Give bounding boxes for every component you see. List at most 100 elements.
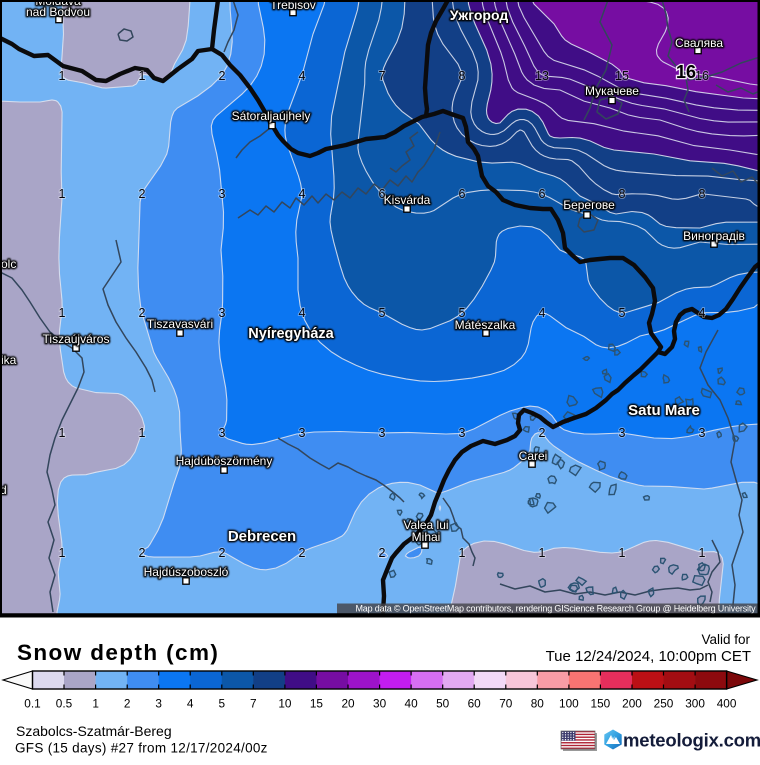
svg-text:Sátoraljaújhely: Sátoraljaújhely	[232, 109, 311, 123]
svg-text:6: 6	[379, 187, 386, 201]
svg-text:Мукачеве: Мукачеве	[585, 84, 639, 98]
svg-text:0.5: 0.5	[56, 697, 73, 711]
svg-text:70: 70	[499, 697, 513, 711]
svg-text:3: 3	[699, 426, 706, 440]
svg-text:2: 2	[299, 546, 306, 560]
svg-text:5: 5	[219, 697, 226, 711]
svg-text:Moldava: Moldava	[35, 0, 81, 8]
svg-text:30: 30	[373, 697, 387, 711]
svg-text:Hajdúszoboszló: Hajdúszoboszló	[144, 565, 229, 579]
svg-text:1: 1	[459, 546, 466, 560]
svg-text:Nyíregyháza: Nyíregyháza	[248, 326, 334, 342]
svg-text:3: 3	[219, 426, 226, 440]
svg-text:nad Bodvou: nad Bodvou	[26, 5, 90, 19]
svg-text:Kisvárda: Kisvárda	[384, 193, 431, 207]
svg-text:40: 40	[405, 697, 419, 711]
svg-text:7: 7	[250, 697, 257, 711]
svg-text:Kisvárda: Kisvárda	[384, 193, 431, 207]
svg-text:Mátészalka: Mátészalka	[455, 318, 516, 332]
svg-text:8: 8	[619, 187, 626, 201]
svg-text:Snow depth (cm): Snow depth (cm)	[17, 640, 219, 665]
svg-text:2: 2	[139, 187, 146, 201]
svg-text:Hajdúszoboszló: Hajdúszoboszló	[144, 565, 229, 579]
svg-text:nad Bodvou: nad Bodvou	[26, 5, 90, 19]
svg-text:d: d	[0, 483, 7, 497]
svg-text:Debrecen: Debrecen	[228, 528, 296, 545]
svg-text:2: 2	[219, 69, 226, 83]
svg-text:Tiszaújváros: Tiszaújváros	[43, 332, 110, 346]
svg-text:3: 3	[299, 426, 306, 440]
svg-text:Берегове: Берегове	[563, 198, 615, 212]
svg-text:Moldava: Moldava	[35, 0, 81, 8]
svg-text:5: 5	[459, 306, 466, 320]
svg-text:1: 1	[539, 546, 546, 560]
svg-text:2: 2	[124, 697, 131, 711]
svg-text:80: 80	[531, 697, 545, 711]
svg-text:4: 4	[699, 306, 706, 320]
svg-text:Свалява: Свалява	[675, 36, 723, 50]
svg-text:Свалява: Свалява	[675, 36, 723, 50]
svg-text:ika: ika	[1, 353, 17, 367]
svg-text:1: 1	[139, 69, 146, 83]
svg-text:Map data © OpenStreetMap contr: Map data © OpenStreetMap contributors, r…	[355, 603, 756, 613]
svg-text:3: 3	[219, 187, 226, 201]
svg-text:1: 1	[92, 697, 99, 711]
svg-text:2: 2	[539, 426, 546, 440]
svg-text:Nyíregyháza: Nyíregyháza	[248, 326, 334, 342]
svg-text:Tue 12/24/2024, 10:00pm CET: Tue 12/24/2024, 10:00pm CET	[546, 648, 751, 665]
svg-text:1: 1	[59, 546, 66, 560]
svg-text:Берегове: Берегове	[563, 198, 615, 212]
svg-text:8: 8	[459, 69, 466, 83]
svg-text:olc: olc	[1, 257, 16, 271]
svg-text:1: 1	[59, 69, 66, 83]
svg-text:400: 400	[717, 697, 737, 711]
svg-text:3: 3	[219, 306, 226, 320]
svg-text:Trebišov: Trebišov	[270, 0, 316, 12]
svg-text:Valea lui: Valea lui	[403, 518, 448, 532]
svg-text:Szabolcs-Szatmár-Bereg: Szabolcs-Szatmár-Bereg	[16, 723, 172, 739]
svg-text:meteologix.com: meteologix.com	[623, 730, 760, 751]
svg-text:Tiszavasvári: Tiszavasvári	[147, 317, 213, 331]
svg-text:Valid for: Valid for	[701, 632, 750, 647]
svg-text:4: 4	[299, 187, 306, 201]
svg-text:Ужгород: Ужгород	[450, 7, 509, 23]
svg-text:2: 2	[139, 306, 146, 320]
svg-text:3: 3	[155, 697, 162, 711]
svg-text:Carei: Carei	[519, 449, 548, 463]
svg-text:4: 4	[299, 69, 306, 83]
svg-text:20: 20	[341, 697, 355, 711]
svg-text:1: 1	[619, 546, 626, 560]
svg-text:Trebišov: Trebišov	[270, 0, 316, 12]
svg-text:2: 2	[219, 546, 226, 560]
svg-text:Мукачеве: Мукачеве	[585, 84, 639, 98]
svg-text:Satu Mare: Satu Mare	[628, 402, 700, 419]
svg-text:2: 2	[379, 546, 386, 560]
svg-text:ika: ika	[1, 353, 17, 367]
svg-text:13: 13	[535, 69, 549, 83]
svg-text:6: 6	[459, 187, 466, 201]
svg-text:1: 1	[139, 426, 146, 440]
svg-text:16: 16	[695, 69, 709, 83]
svg-text:Satu Mare: Satu Mare	[628, 402, 700, 419]
svg-text:olc: olc	[1, 257, 16, 271]
svg-text:d: d	[0, 483, 7, 497]
svg-text:1: 1	[59, 426, 66, 440]
svg-text:Mátészalka: Mátészalka	[455, 318, 516, 332]
svg-text:250: 250	[654, 697, 674, 711]
svg-text:Виноградів: Виноградів	[683, 229, 745, 243]
svg-text:Виноградів: Виноградів	[683, 229, 745, 243]
svg-text:Mihai: Mihai	[412, 530, 441, 544]
svg-text:Sátoraljaújhely: Sátoraljaújhely	[232, 109, 311, 123]
svg-text:3: 3	[619, 426, 626, 440]
svg-text:Carei: Carei	[519, 449, 548, 463]
svg-text:5: 5	[619, 306, 626, 320]
svg-text:8: 8	[699, 187, 706, 201]
svg-text:16: 16	[676, 62, 696, 82]
svg-text:1: 1	[59, 306, 66, 320]
svg-text:Hajdúböszörmény: Hajdúböszörmény	[176, 454, 273, 468]
svg-text:Mihai: Mihai	[412, 530, 441, 544]
svg-text:0.1: 0.1	[24, 697, 40, 711]
svg-text:10: 10	[278, 697, 292, 711]
svg-text:5: 5	[379, 306, 386, 320]
svg-text:Ужгород: Ужгород	[450, 7, 509, 23]
